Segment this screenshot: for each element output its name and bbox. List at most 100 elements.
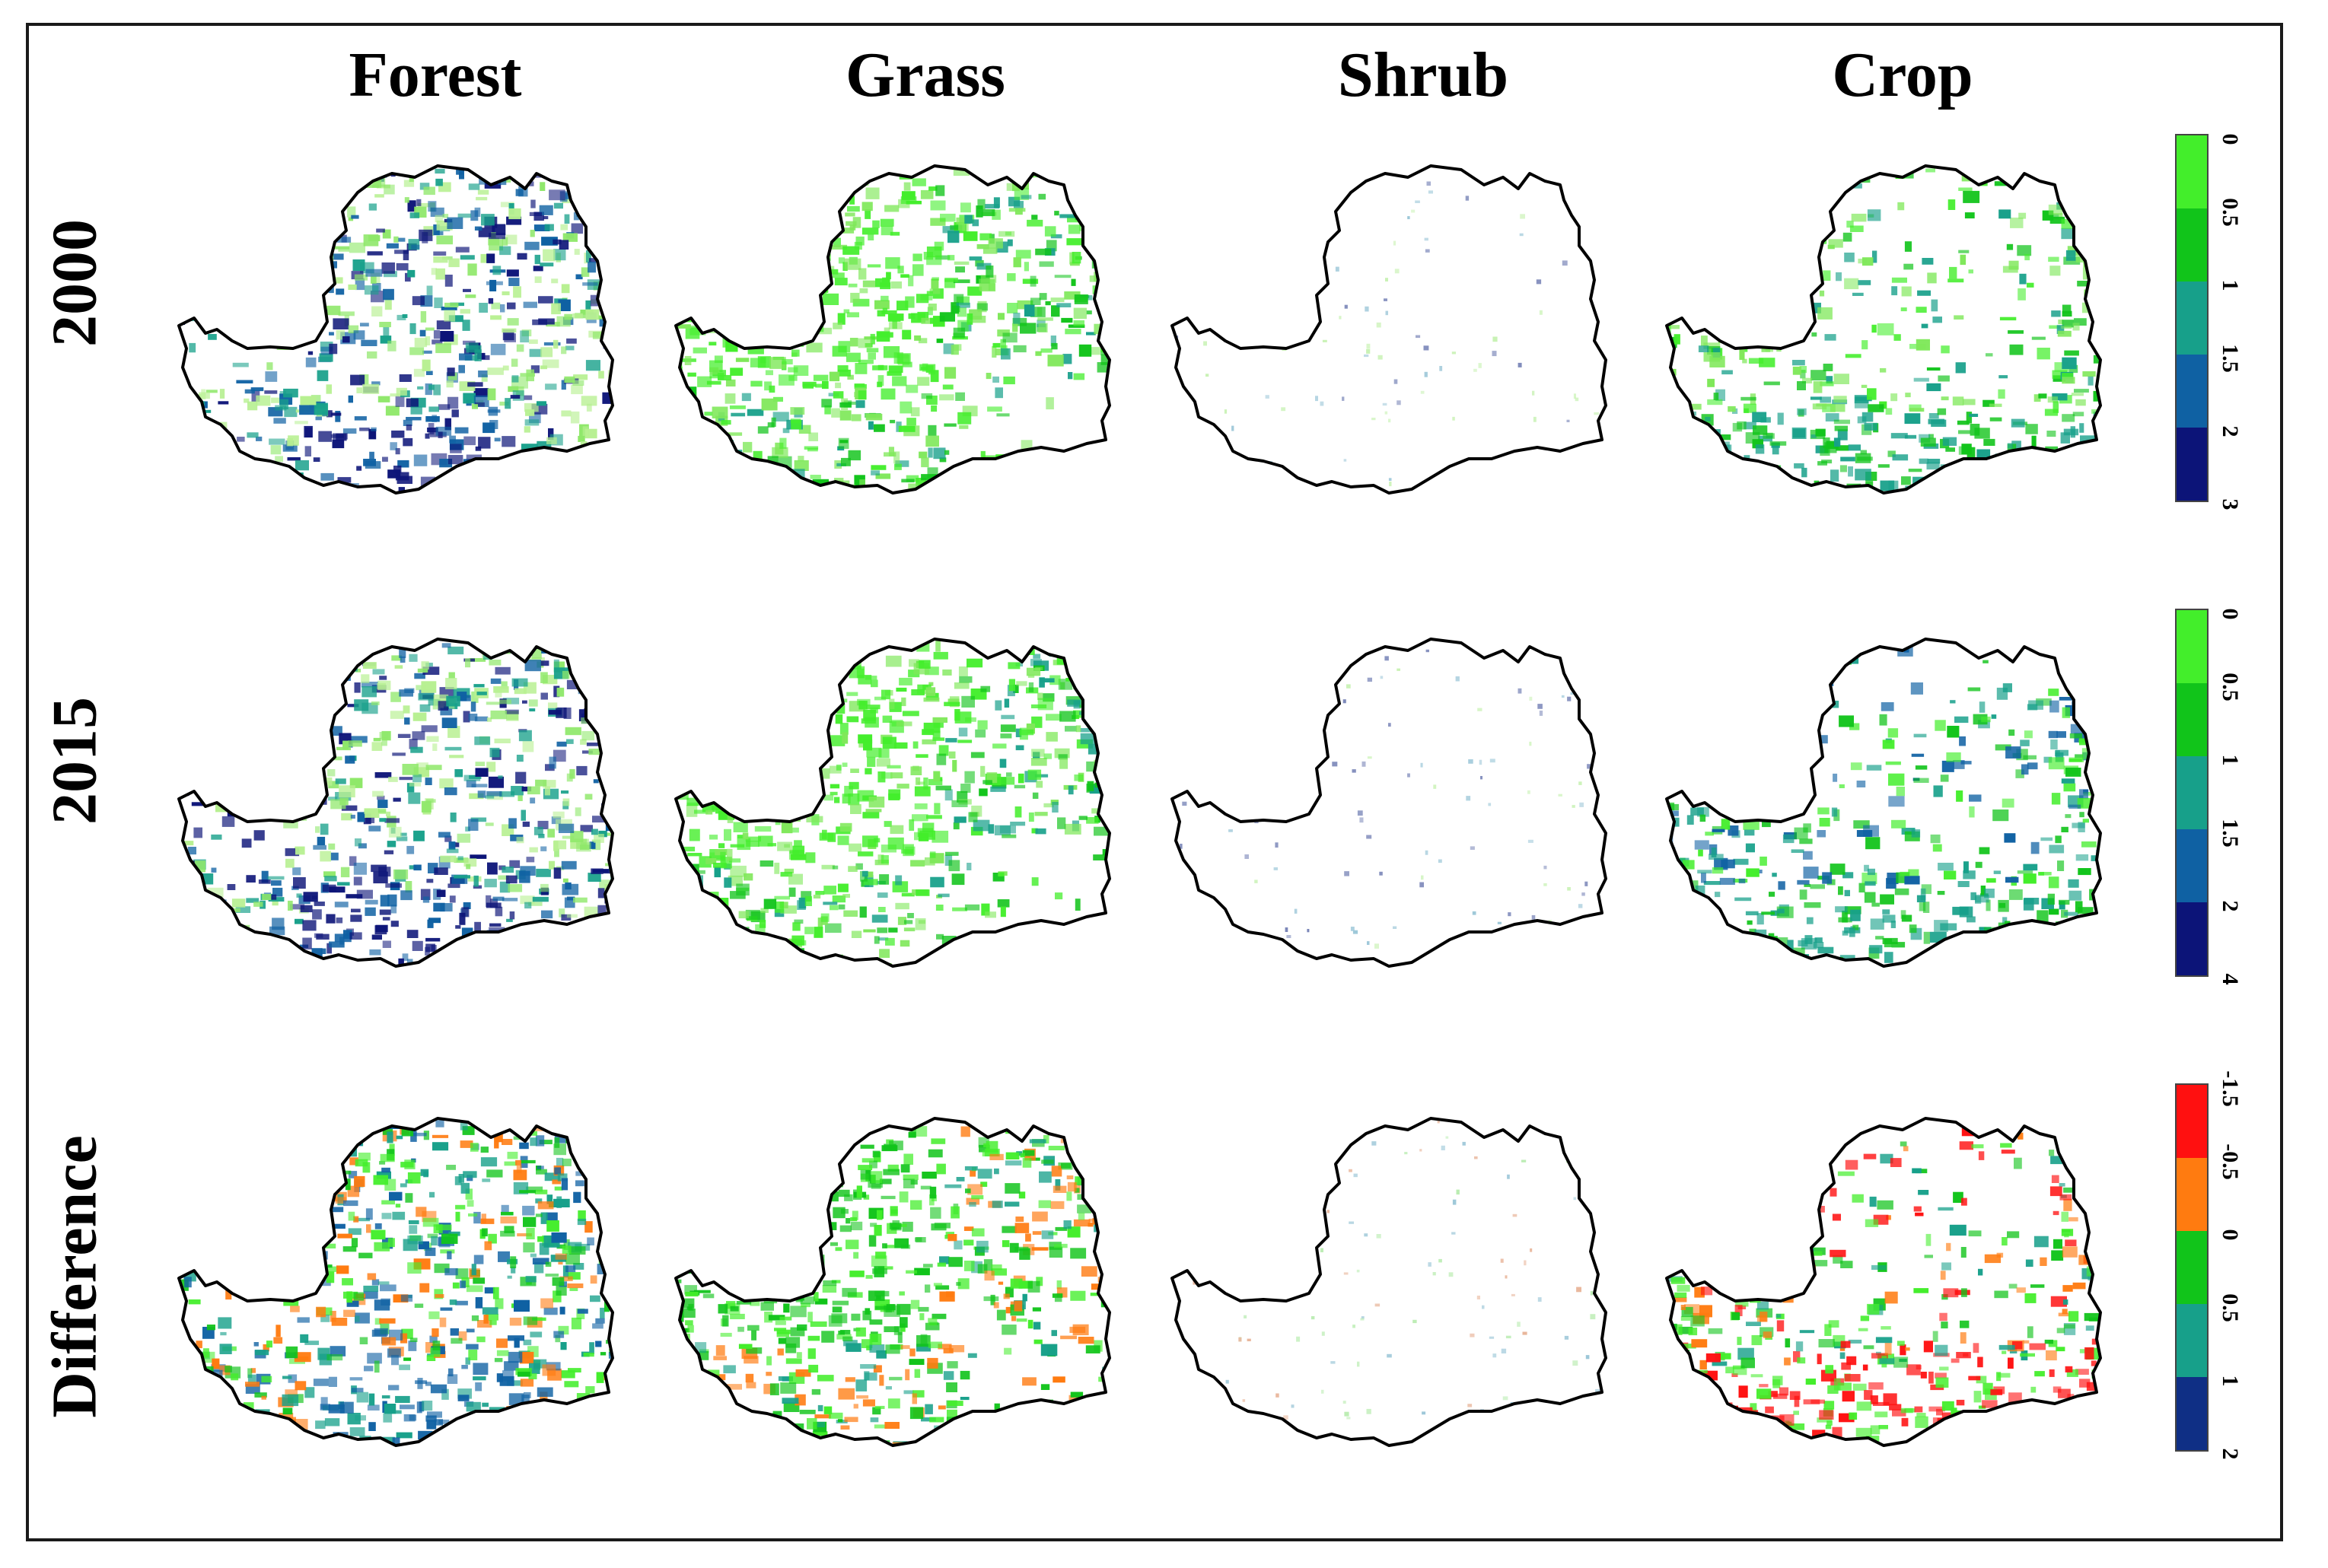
map-cell [774, 329, 785, 335]
map-cell [1913, 778, 1929, 783]
map-cell [575, 489, 591, 493]
map-cell [1135, 720, 1142, 725]
map-cell [1013, 684, 1019, 693]
map-cell [330, 852, 339, 860]
map-cell [2088, 184, 2100, 193]
map-cell [2069, 192, 2081, 199]
map-cell [1975, 895, 1989, 903]
map-cell [889, 698, 895, 710]
map-cell [467, 1175, 473, 1182]
map-2015-shrub [1157, 631, 1644, 989]
map-cell [631, 706, 636, 716]
map-cell [872, 220, 880, 228]
map-cell [561, 943, 572, 951]
map-cell [382, 456, 388, 462]
map-cell [962, 224, 969, 231]
map-cell [1742, 965, 1760, 966]
map-cell [716, 192, 725, 197]
map-cell [2065, 972, 2080, 981]
map-cell [823, 902, 838, 905]
map-cell [921, 393, 933, 399]
map-cell [939, 457, 947, 463]
map-cell [549, 860, 556, 870]
map-cell [1723, 329, 1732, 339]
map-cell [1745, 843, 1755, 853]
map-cell [2017, 962, 2029, 966]
map-cell [2099, 450, 2100, 462]
map-cell [529, 212, 542, 216]
map-cell [2098, 894, 2100, 898]
map-cell [888, 322, 903, 329]
map-cell [460, 255, 475, 260]
map-cell [1728, 825, 1739, 836]
map-cell [1097, 362, 1107, 373]
map-cell [859, 906, 867, 918]
map-cell [642, 432, 651, 444]
map-cell [640, 935, 651, 941]
map-cell [885, 937, 895, 946]
map-cell [884, 821, 892, 827]
map-cell [617, 266, 629, 274]
map-cell [1891, 286, 1898, 296]
map-cell [630, 923, 639, 926]
map-cell [371, 427, 377, 431]
map-cell [2127, 949, 2139, 960]
map-cell [2005, 746, 2021, 759]
map-cell [2120, 969, 2132, 978]
map-cell [1350, 927, 1355, 931]
map-cell [689, 946, 695, 950]
map-cell [2103, 650, 2110, 658]
map-cell [1021, 440, 1033, 450]
map-cell [463, 393, 476, 404]
map-cell [2086, 724, 2100, 734]
map-cell [1689, 921, 1699, 928]
map-cell [964, 904, 980, 911]
map-cell [2112, 730, 2123, 736]
map-cell [2094, 166, 2100, 175]
map-cell [2100, 328, 2108, 339]
map-cell [524, 902, 532, 909]
map-cell [1799, 730, 1814, 740]
map-cell [565, 882, 572, 890]
map-cell [313, 457, 320, 462]
map-cell [468, 1213, 478, 1217]
map-cell [1069, 193, 1075, 201]
map-cell [640, 456, 651, 466]
map-cell [757, 491, 765, 493]
map-cell [223, 1424, 239, 1436]
map-cell [466, 454, 482, 460]
map-cell [1031, 749, 1045, 757]
map-cell [1745, 301, 1752, 312]
map-cell [863, 169, 878, 173]
map-cell [1842, 872, 1854, 879]
map-cell [1737, 421, 1747, 430]
map-cell [322, 495, 337, 500]
map-cell [225, 454, 236, 465]
map-cell [1188, 402, 1192, 406]
map-cell [412, 296, 425, 306]
map-cell [834, 278, 848, 286]
map-cell [314, 402, 328, 415]
map-cell [2128, 461, 2139, 469]
map-cell [455, 925, 461, 929]
map-cell [182, 224, 198, 231]
map-cell [444, 961, 454, 966]
map-cell [289, 213, 306, 220]
map-cell [681, 706, 690, 714]
map-cell [1002, 332, 1018, 343]
map-cell [189, 342, 196, 353]
map-cell [1737, 172, 1747, 182]
map-cell [2129, 386, 2138, 394]
map-cell [1102, 229, 1110, 238]
map-cell [1303, 251, 1306, 255]
map-cell [1810, 396, 1822, 400]
map-cell [859, 479, 865, 488]
map-cell [1802, 377, 1813, 383]
map-cell [1110, 883, 1124, 895]
map-cell [867, 756, 876, 767]
map-cell [788, 300, 795, 312]
map-cell [1468, 759, 1473, 764]
map-cell [1858, 280, 1871, 285]
map-cell [540, 497, 552, 503]
map-cell [1698, 760, 1707, 767]
